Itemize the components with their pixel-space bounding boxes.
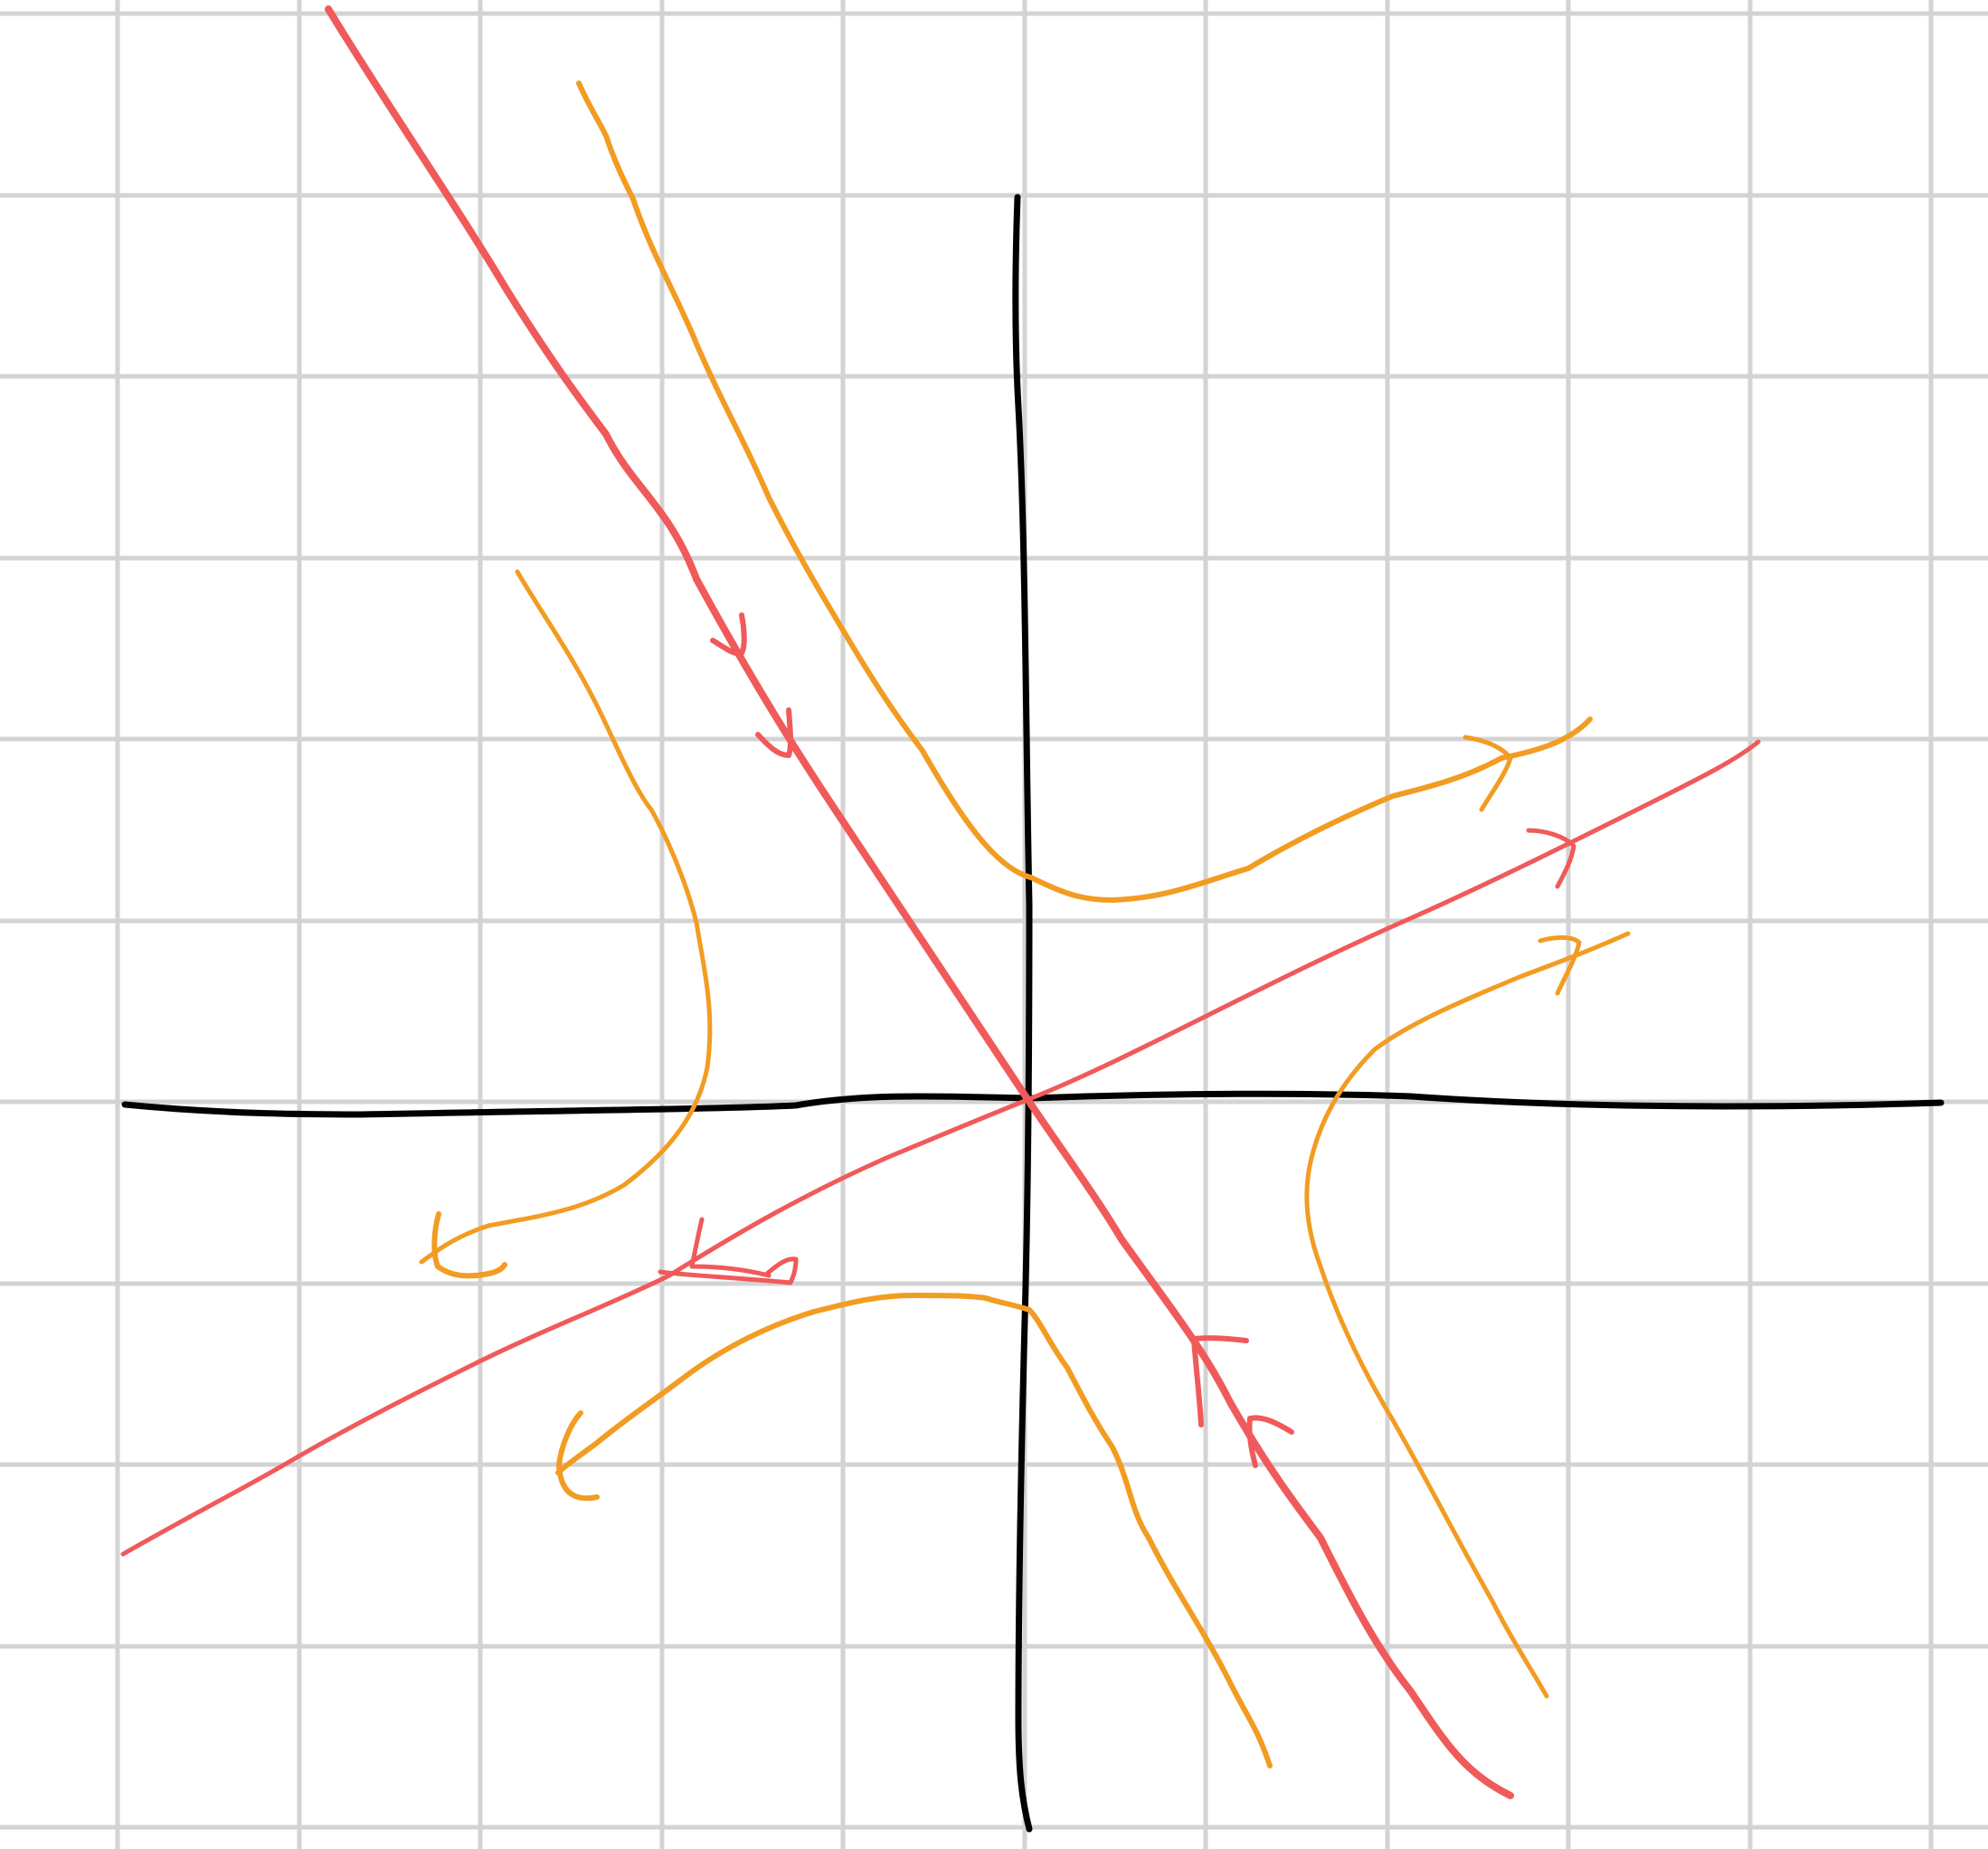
arrowhead-icon [431,1211,507,1279]
arrowhead-icon [689,1217,772,1278]
arrowhead-icon [710,612,747,657]
arrowhead-icon [658,1256,799,1285]
trajectory-right-lower [1304,931,1631,1699]
arrowhead-icon [1191,1335,1249,1427]
eigenline-arrows [658,612,1576,1468]
trajectory-upper-left [419,569,713,1265]
trajectory-upper-right [576,81,1593,903]
trajectory-lower-right [1027,1307,1273,1768]
unstable-eigenline [120,739,1761,1557]
trajectory-arrows [431,735,1582,1502]
trajectory-lower-left [555,1293,1032,1475]
arrowhead-icon [1246,1415,1294,1468]
arrowhead-icon [1526,828,1576,889]
axes [121,194,1945,1833]
arrowhead-icon [1538,935,1582,996]
stable-eigenline [325,5,1514,1799]
x-axis [121,1090,1945,1118]
arrowhead-icon [755,707,794,758]
y-axis [1012,194,1033,1833]
trajectories [419,81,1631,1768]
eigenlines [120,5,1761,1799]
arrowhead-icon [556,1410,600,1502]
arrowhead-icon [1463,735,1513,812]
